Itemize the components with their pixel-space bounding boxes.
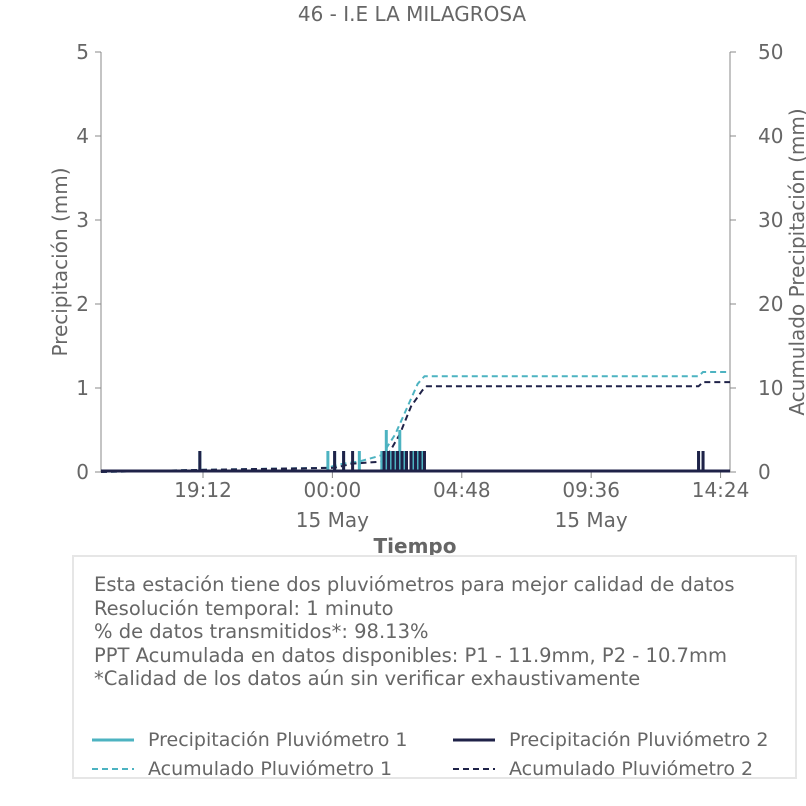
y2-tick-label: 40 — [758, 124, 783, 148]
y2-tick-label: 30 — [758, 208, 783, 232]
info-line: *Calidad de los datos aún sin verificar … — [94, 667, 641, 691]
x-tick-label: 04:48 — [433, 478, 491, 502]
series-line-acumulado-pluvi-metro-1 — [100, 371, 730, 473]
y-tick-label: 3 — [76, 208, 89, 232]
x-axis-label: Tiempo — [374, 534, 457, 558]
y-tick-label: 0 — [76, 460, 89, 484]
info-line: Esta estación tiene dos pluviómetros par… — [94, 573, 735, 596]
x-tick-sublabel: 15 May — [296, 508, 369, 532]
info-box: Esta estación tiene dos pluviómetros par… — [72, 555, 797, 780]
chart-title: 46 - I.E LA MILAGROSA — [298, 2, 527, 26]
legend-label: Precipitación Pluviómetro 2 — [509, 729, 769, 751]
legend-label: Acumulado Pluviómetro 1 — [148, 758, 393, 780]
y2-tick-label: 20 — [758, 292, 783, 316]
legend-label: Acumulado Pluviómetro 2 — [509, 758, 754, 780]
y2-tick-label: 50 — [758, 40, 783, 64]
x-tick-sublabel: 15 May — [555, 508, 628, 532]
x-tick-label: 14:24 — [692, 478, 750, 502]
legend-item-p1: Precipitación Pluviómetro 1 — [92, 729, 408, 751]
x-tick-label: 19:12 — [174, 478, 232, 502]
legend-label: Precipitación Pluviómetro 1 — [148, 729, 408, 751]
info-line: PPT Acumulada en datos disponibles: P1 -… — [94, 643, 727, 667]
legend-swatch-dashed-icon — [92, 768, 134, 770]
info-line: Resolución temporal: 1 minuto — [94, 596, 394, 620]
x-tick-label: 00:00 — [304, 478, 362, 502]
y-tick-label: 2 — [76, 292, 89, 316]
legend-swatch-solid-icon — [92, 738, 134, 742]
info-line: % de datos transmitidos*: 98.13% — [94, 620, 429, 644]
legend: Precipitación Pluviómetro 1 Precipitació… — [92, 729, 792, 789]
y-tick-label: 4 — [76, 124, 89, 148]
x-tick-label: 09:36 — [562, 478, 620, 502]
y-tick-label: 1 — [76, 376, 89, 400]
legend-item-p2: Precipitación Pluviómetro 2 — [453, 729, 769, 751]
y2-tick-label: 10 — [758, 376, 783, 400]
legend-item-acc1: Acumulado Pluviómetro 1 — [92, 758, 392, 780]
y2-tick-label: 0 — [758, 460, 771, 484]
y-tick-label: 5 — [76, 40, 89, 64]
legend-item-acc2: Acumulado Pluviómetro 2 — [453, 758, 753, 780]
info-text: Esta estación tiene dos pluviómetros par… — [94, 573, 735, 691]
y-axis-label: Precipitación (mm) — [48, 167, 72, 356]
legend-swatch-solid-icon — [453, 738, 495, 742]
legend-swatch-dashed-icon — [453, 768, 495, 770]
y2-axis-label: Acumulado Precipitación (mm) — [785, 108, 806, 415]
